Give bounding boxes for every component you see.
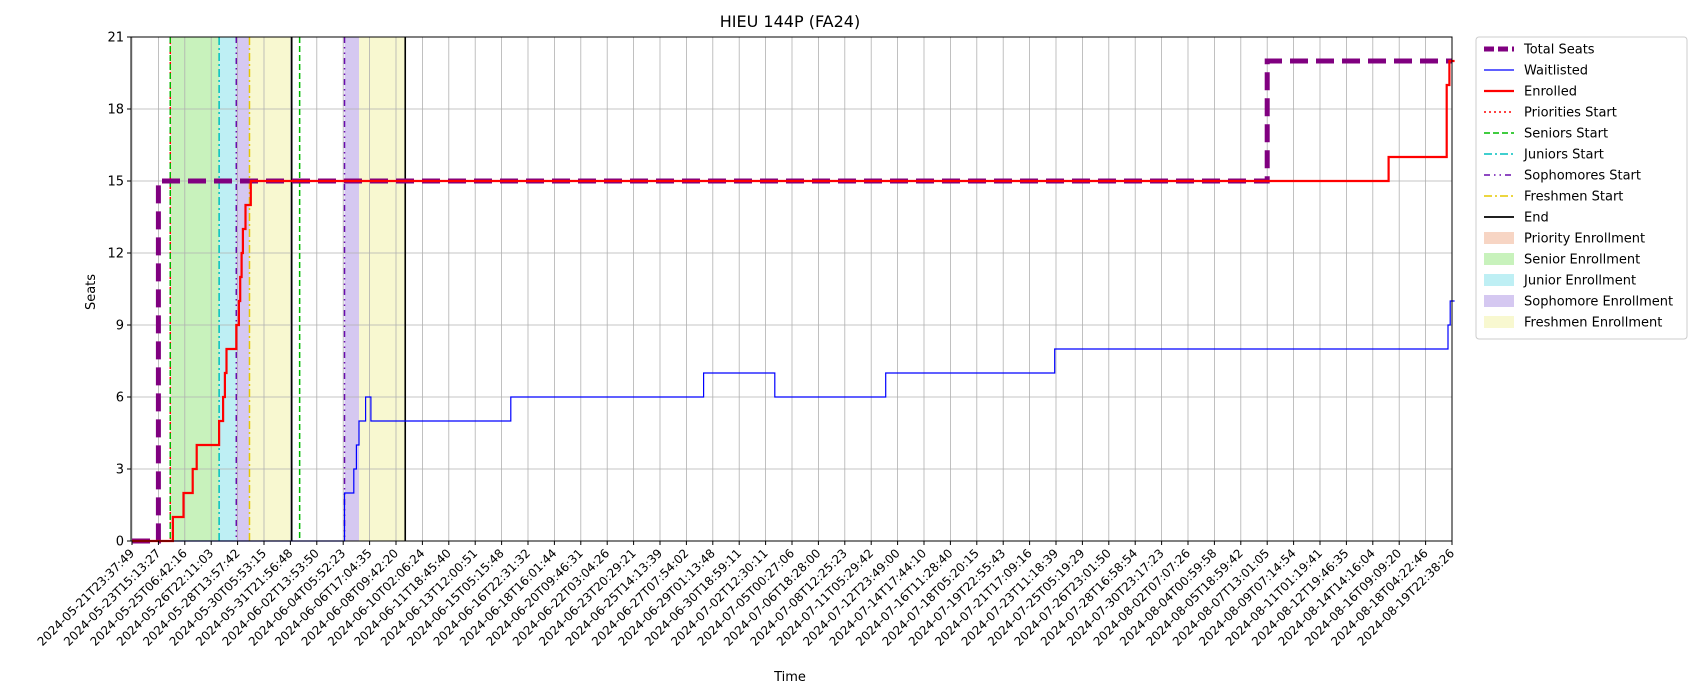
band-sophomore-enrollment xyxy=(236,37,250,541)
y-tick-label: 18 xyxy=(107,103,124,118)
legend-label: Total Seats xyxy=(1523,43,1595,58)
legend-label: Freshmen Enrollment xyxy=(1524,316,1662,331)
band-freshmen-enrollment xyxy=(249,37,292,541)
legend-label: Priority Enrollment xyxy=(1524,232,1645,247)
series-line-waitlisted xyxy=(132,300,1455,542)
y-tick-label: 15 xyxy=(107,175,124,190)
legend-box xyxy=(1475,36,1688,340)
band-sophomore-enrollment xyxy=(344,37,360,541)
legend-label: Seniors Start xyxy=(1524,127,1608,142)
series-lines xyxy=(132,58,1455,544)
band-junior-enrollment xyxy=(219,37,237,541)
legend-swatch xyxy=(1484,274,1514,286)
legend-swatch xyxy=(1484,253,1514,265)
legend-swatch xyxy=(1484,316,1514,328)
y-tick-label: 3 xyxy=(116,463,124,478)
y-axis-ticks: 0 3 6 9 12 15 18 21 xyxy=(107,31,131,550)
legend-swatch xyxy=(1484,295,1514,307)
legend-label: Sophomore Enrollment xyxy=(1524,295,1673,310)
legend-label: Priorities Start xyxy=(1524,106,1617,121)
legend-label: Freshmen Start xyxy=(1524,190,1623,205)
y-tick-label: 21 xyxy=(107,31,124,46)
y-axis-label: Seats xyxy=(84,274,99,310)
series-line-enrolled xyxy=(132,59,1455,543)
legend-label: Senior Enrollment xyxy=(1524,253,1640,268)
legend-label: Sophomores Start xyxy=(1524,169,1641,184)
plot-frame xyxy=(130,36,1453,542)
y-tick-label: 9 xyxy=(116,319,124,334)
start-end-lines xyxy=(169,37,407,541)
band-senior-enrollment xyxy=(171,37,220,541)
legend-label: Junior Enrollment xyxy=(1523,274,1636,289)
legend: Total Seats Waitlisted Enrolled Priorities … xyxy=(1475,36,1688,340)
legend-label: End xyxy=(1524,211,1549,226)
band-freshmen-enrollment xyxy=(359,37,406,541)
x-axis-ticks: 2024-05-21T23:37:492024-05-23T15:13:2720… xyxy=(35,541,1457,649)
chart-title: HIEU 144P (FA24) xyxy=(720,12,860,31)
legend-label: Enrolled xyxy=(1524,85,1577,100)
x-axis-label: Time xyxy=(773,670,806,685)
grid-lines xyxy=(131,36,1453,542)
legend-label: Juniors Start xyxy=(1523,148,1604,163)
y-tick-label: 0 xyxy=(116,535,124,550)
legend-swatch xyxy=(1484,232,1514,244)
y-tick-label: 6 xyxy=(116,391,124,406)
legend-label: Waitlisted xyxy=(1524,64,1588,79)
y-tick-label: 12 xyxy=(107,247,124,262)
